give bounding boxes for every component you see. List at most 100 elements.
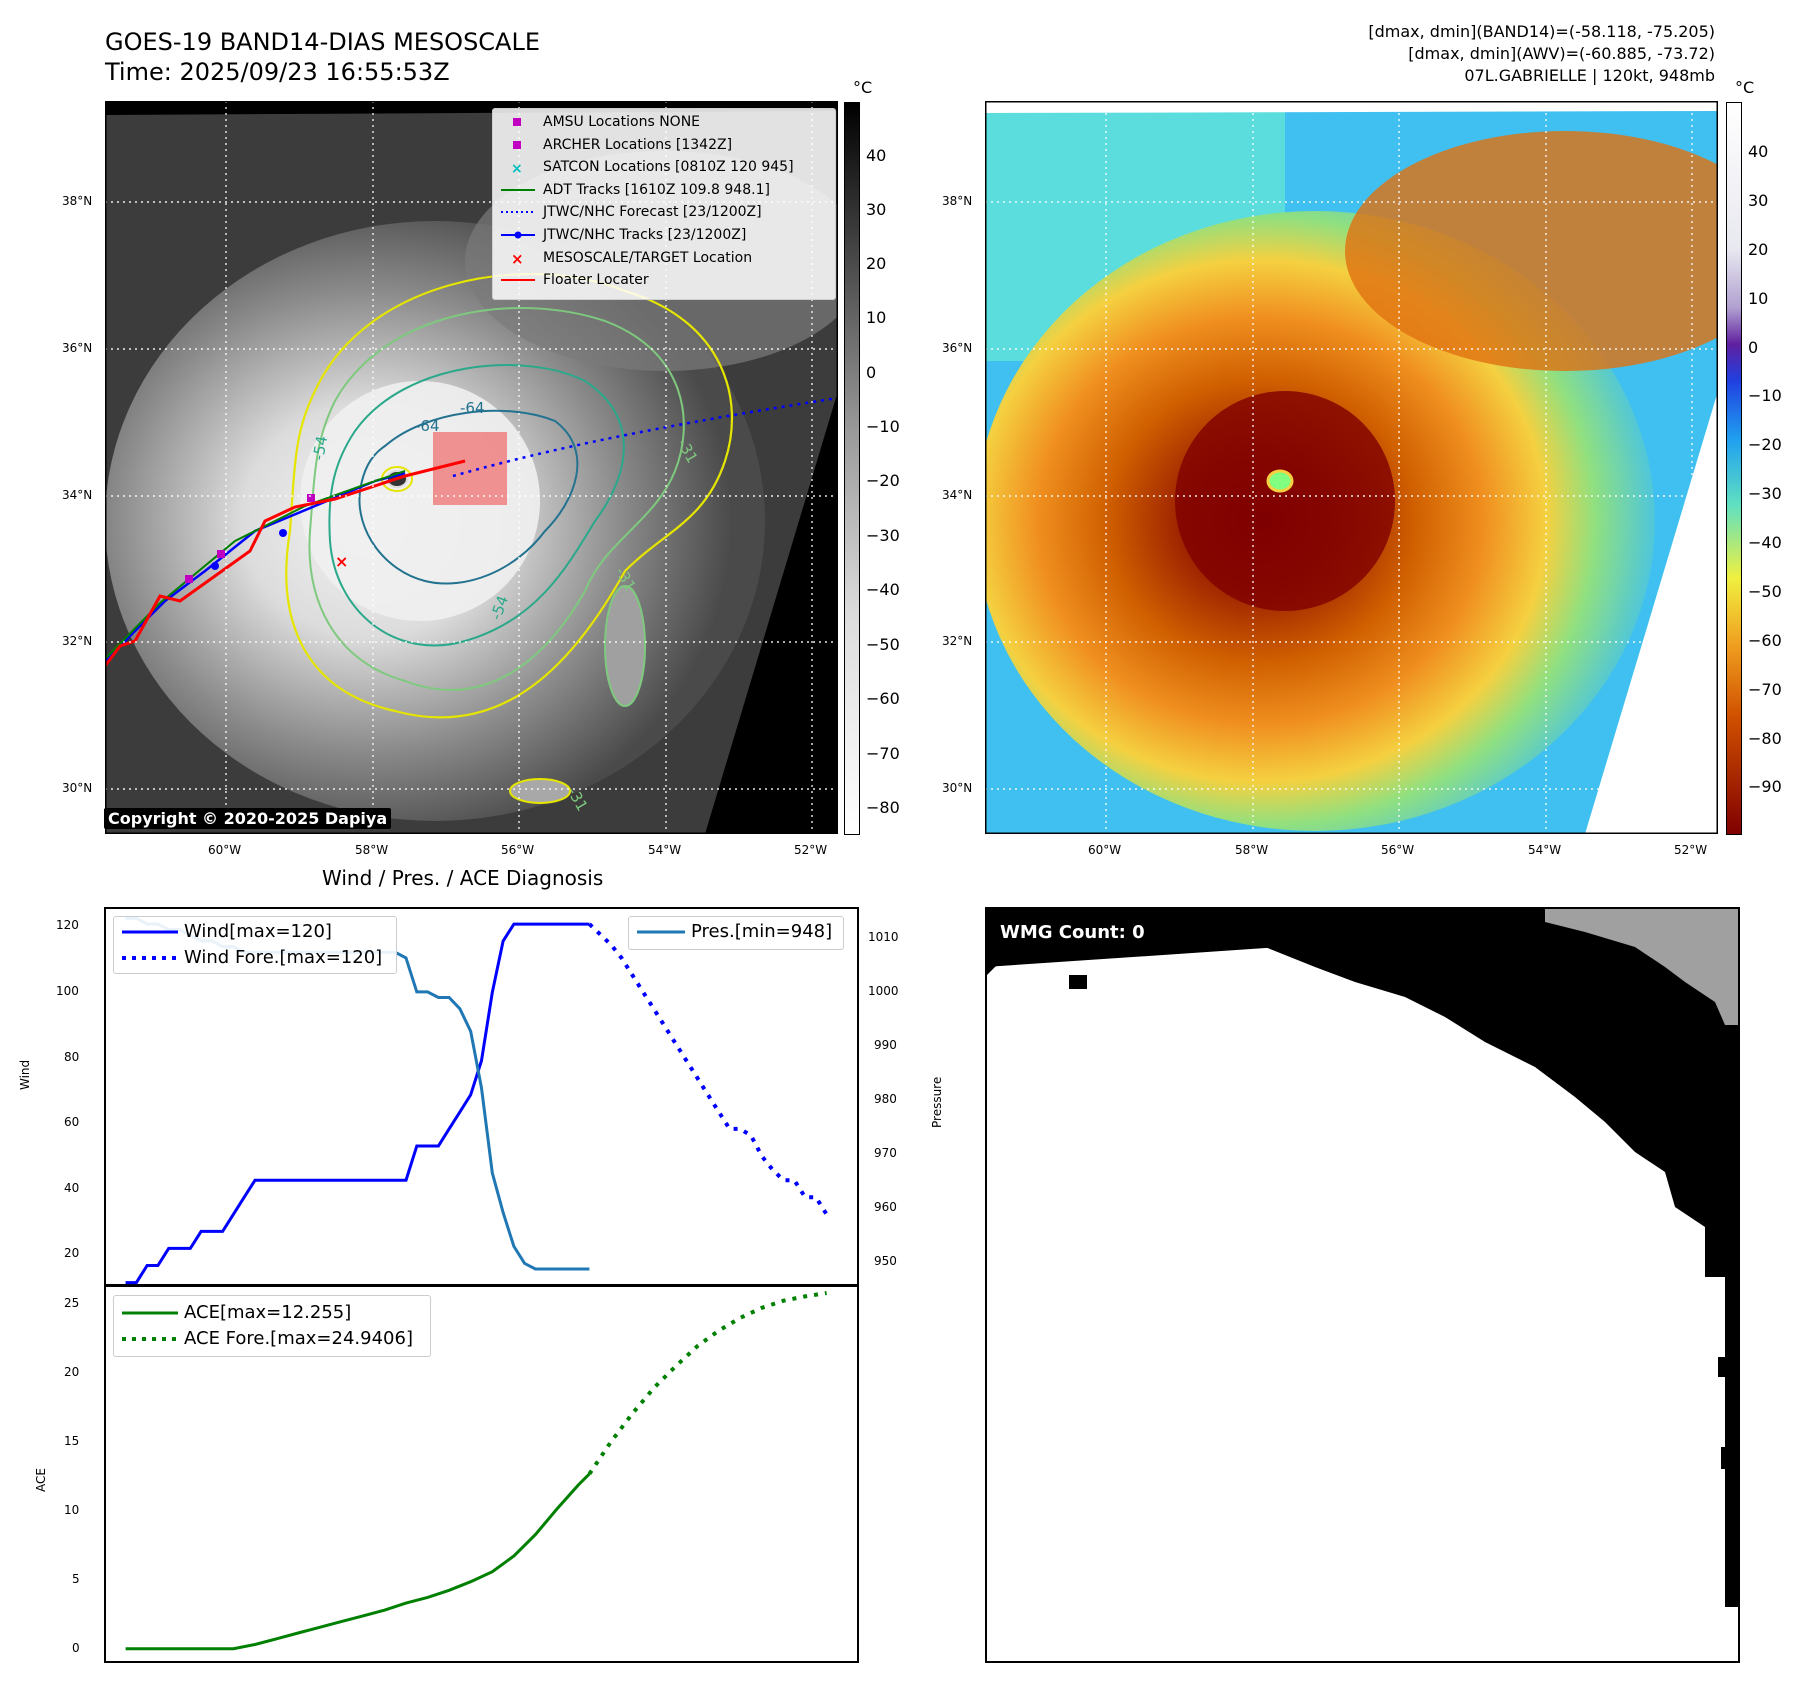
contour-label: -64 — [460, 399, 485, 417]
lon-label: 58°W — [1235, 843, 1269, 857]
lat-label: 30°N — [62, 781, 93, 795]
forecast-track — [452, 396, 838, 478]
pressure-tick: 990 — [874, 1038, 897, 1052]
lon-label: 58°W — [355, 843, 389, 857]
ace-tick: 25 — [64, 1296, 80, 1310]
ace-tick: 0 — [72, 1641, 80, 1655]
svg-text:×: × — [511, 161, 523, 177]
colorbar-right-tick: 0 — [1748, 338, 1759, 357]
colorbar-left-tick: −30 — [866, 526, 900, 545]
ace-legend: ACE[max=12.255] ACE Fore.[max=24.9406] — [113, 1295, 431, 1357]
colorbar-left-tick: 0 — [866, 363, 877, 382]
lat-label: 30°N — [942, 781, 973, 795]
lat-label: 32°N — [942, 634, 973, 648]
legend-item-amsu: AMSU Locations NONE — [499, 111, 831, 134]
ace-axis-label: ACE — [34, 1468, 48, 1492]
legend-ace: ACE[max=12.255] — [122, 1302, 352, 1323]
legend-wind: Wind[max=120] — [122, 921, 332, 942]
lat-label: 36°N — [62, 341, 93, 355]
wind-axis-label: Wind — [18, 1059, 32, 1090]
colorbar-left-tick: 10 — [866, 308, 887, 327]
lat-label: 34°N — [942, 488, 973, 502]
series-line-ace-0 — [125, 1472, 591, 1651]
colorbar-left-tick: 20 — [866, 254, 887, 273]
series-line-ace-1 — [587, 1291, 827, 1476]
info-storm: 07L.GABRIELLE | 120kt, 948mb — [1464, 66, 1715, 85]
lon-label: 52°W — [1674, 843, 1708, 857]
lon-label: 60°W — [1088, 843, 1122, 857]
lon-label: 52°W — [794, 843, 828, 857]
series-line-0 — [125, 922, 590, 1285]
colorbar-left-unit: °C — [853, 78, 873, 97]
colorbar-left-tick: −80 — [866, 798, 900, 817]
wmg-count-badge: WMG Count: 0 — [994, 920, 1151, 945]
figure-title: GOES-19 BAND14-DIAS MESOSCALE — [105, 28, 541, 56]
lat-label: 32°N — [62, 634, 93, 648]
ace-tick: 15 — [64, 1434, 80, 1448]
wind-tick: 60 — [64, 1115, 80, 1129]
wind-legend: Wind[max=120] Wind Fore.[max=120] — [113, 916, 397, 974]
legend-item-satcon: × SATCON Locations [0810Z 120 945] — [511, 159, 794, 178]
colorbar-left-tick: 40 — [866, 146, 887, 165]
legend-wind-fore: Wind Fore.[max=120] — [122, 947, 383, 968]
colorbar-right-unit: °C — [1735, 78, 1755, 97]
pressure-tick: 970 — [874, 1146, 897, 1160]
lon-label: 60°W — [208, 843, 242, 857]
target-x-marker: × — [335, 552, 348, 571]
colorbar-right-tick: −80 — [1748, 729, 1782, 748]
legend-item-adt: ADT Tracks [1610Z 109.8 948.1] — [501, 181, 770, 198]
lat-label: 38°N — [62, 194, 93, 208]
wmg-panel — [985, 907, 1740, 1663]
colorbar-left-tick: −60 — [866, 689, 900, 708]
ace-tick: 10 — [64, 1503, 80, 1517]
map-legend: AMSU Locations NONE ARCHER Locations [13… — [492, 108, 836, 300]
colorbar-left-tick: −20 — [866, 471, 900, 490]
colorbar-right-tick: 40 — [1748, 142, 1769, 161]
lon-label: 56°W — [1381, 843, 1415, 857]
legend-item-target: × MESOSCALE/TARGET Location — [511, 249, 753, 268]
colorbar-left-tick: −50 — [866, 635, 900, 654]
colorbar-right-tick: 20 — [1748, 240, 1769, 259]
colorbar-right-tick: −50 — [1748, 582, 1782, 601]
info-band14-range: [dmax, dmin](BAND14)=(-58.118, -75.205) — [1368, 22, 1715, 41]
wind-tick: 120 — [56, 918, 79, 932]
colorbar-right-tick: −40 — [1748, 533, 1782, 552]
pressure-tick: 960 — [874, 1200, 897, 1214]
floater-track — [105, 459, 466, 667]
archer-marker — [217, 550, 225, 558]
colorbar-right — [1726, 102, 1742, 835]
colorbar-right-tick: −70 — [1748, 680, 1782, 699]
pressure-tick: 950 — [874, 1254, 897, 1268]
series-line-1 — [588, 922, 829, 1216]
legend-item-floater: Floater Locater — [501, 272, 649, 289]
svg-text:×: × — [511, 250, 524, 268]
colorbar-right-tick: −30 — [1748, 484, 1782, 503]
legend-ace-fore: ACE Fore.[max=24.9406] — [122, 1328, 413, 1349]
ir-map-right — [985, 101, 1718, 834]
pressure-legend: Pres.[min=948] — [628, 916, 844, 950]
lat-label: 38°N — [942, 194, 973, 208]
colorbar-right-tick: −20 — [1748, 435, 1782, 454]
pressure-tick: 1000 — [868, 984, 899, 998]
contour-label: -64 — [415, 417, 440, 435]
mesoscale-target-box — [433, 432, 507, 505]
wind-tick: 80 — [64, 1050, 80, 1064]
pressure-tick: 980 — [874, 1092, 897, 1106]
ace-tick: 20 — [64, 1365, 80, 1379]
lon-label: 56°W — [501, 843, 535, 857]
lon-label: 54°W — [1528, 843, 1562, 857]
wind-tick: 20 — [64, 1246, 80, 1260]
colorbar-right-tick: 30 — [1748, 191, 1769, 210]
lon-label: 54°W — [648, 843, 682, 857]
wind-tick: 100 — [56, 984, 79, 998]
copyright-label: Copyright © 2020-2025 Dapiya — [104, 808, 392, 829]
colorbar-right-tick: −60 — [1748, 631, 1782, 650]
diag-title: Wind / Pres. / ACE Diagnosis — [322, 866, 604, 890]
contour-label: -54 — [309, 434, 331, 461]
lat-label: 36°N — [942, 341, 973, 355]
colorbar-left-tick: −70 — [866, 744, 900, 763]
wind-tick: 40 — [64, 1181, 80, 1195]
colorbar-left — [844, 102, 860, 835]
legend-item-jtwc-tracks: JTWC/NHC Tracks [23/1200Z] — [499, 224, 831, 247]
colorbar-left-tick: −40 — [866, 580, 900, 599]
